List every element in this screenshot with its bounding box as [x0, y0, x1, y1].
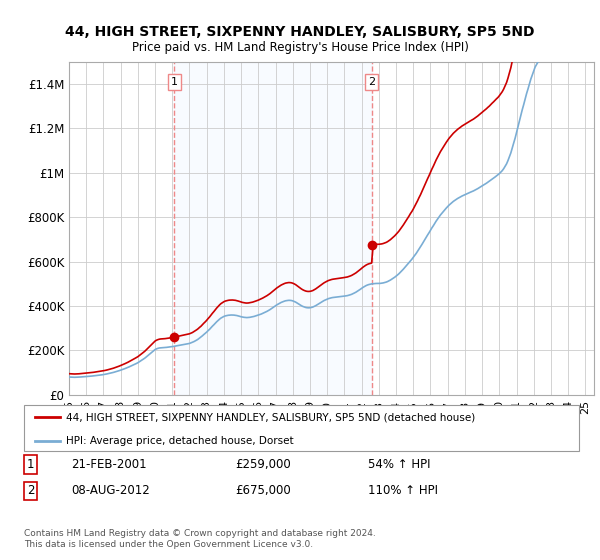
- Text: 54% ↑ HPI: 54% ↑ HPI: [368, 458, 431, 471]
- FancyBboxPatch shape: [24, 405, 579, 451]
- Text: HPI: Average price, detached house, Dorset: HPI: Average price, detached house, Dors…: [65, 436, 293, 446]
- Text: £259,000: £259,000: [235, 458, 290, 471]
- Text: Price paid vs. HM Land Registry's House Price Index (HPI): Price paid vs. HM Land Registry's House …: [131, 41, 469, 54]
- Text: 1: 1: [27, 458, 34, 471]
- Text: 44, HIGH STREET, SIXPENNY HANDLEY, SALISBURY, SP5 5ND: 44, HIGH STREET, SIXPENNY HANDLEY, SALIS…: [65, 25, 535, 39]
- Text: 08-AUG-2012: 08-AUG-2012: [71, 484, 150, 497]
- Text: Contains HM Land Registry data © Crown copyright and database right 2024.
This d: Contains HM Land Registry data © Crown c…: [24, 529, 376, 549]
- Bar: [175, 62, 371, 395]
- Text: 1: 1: [171, 77, 178, 87]
- Text: 44, HIGH STREET, SIXPENNY HANDLEY, SALISBURY, SP5 5ND (detached house): 44, HIGH STREET, SIXPENNY HANDLEY, SALIS…: [65, 412, 475, 422]
- Text: 2: 2: [27, 484, 34, 497]
- Text: £675,000: £675,000: [235, 484, 290, 497]
- Text: 2: 2: [368, 77, 375, 87]
- Text: 21-FEB-2001: 21-FEB-2001: [71, 458, 147, 471]
- Text: 110% ↑ HPI: 110% ↑ HPI: [368, 484, 438, 497]
